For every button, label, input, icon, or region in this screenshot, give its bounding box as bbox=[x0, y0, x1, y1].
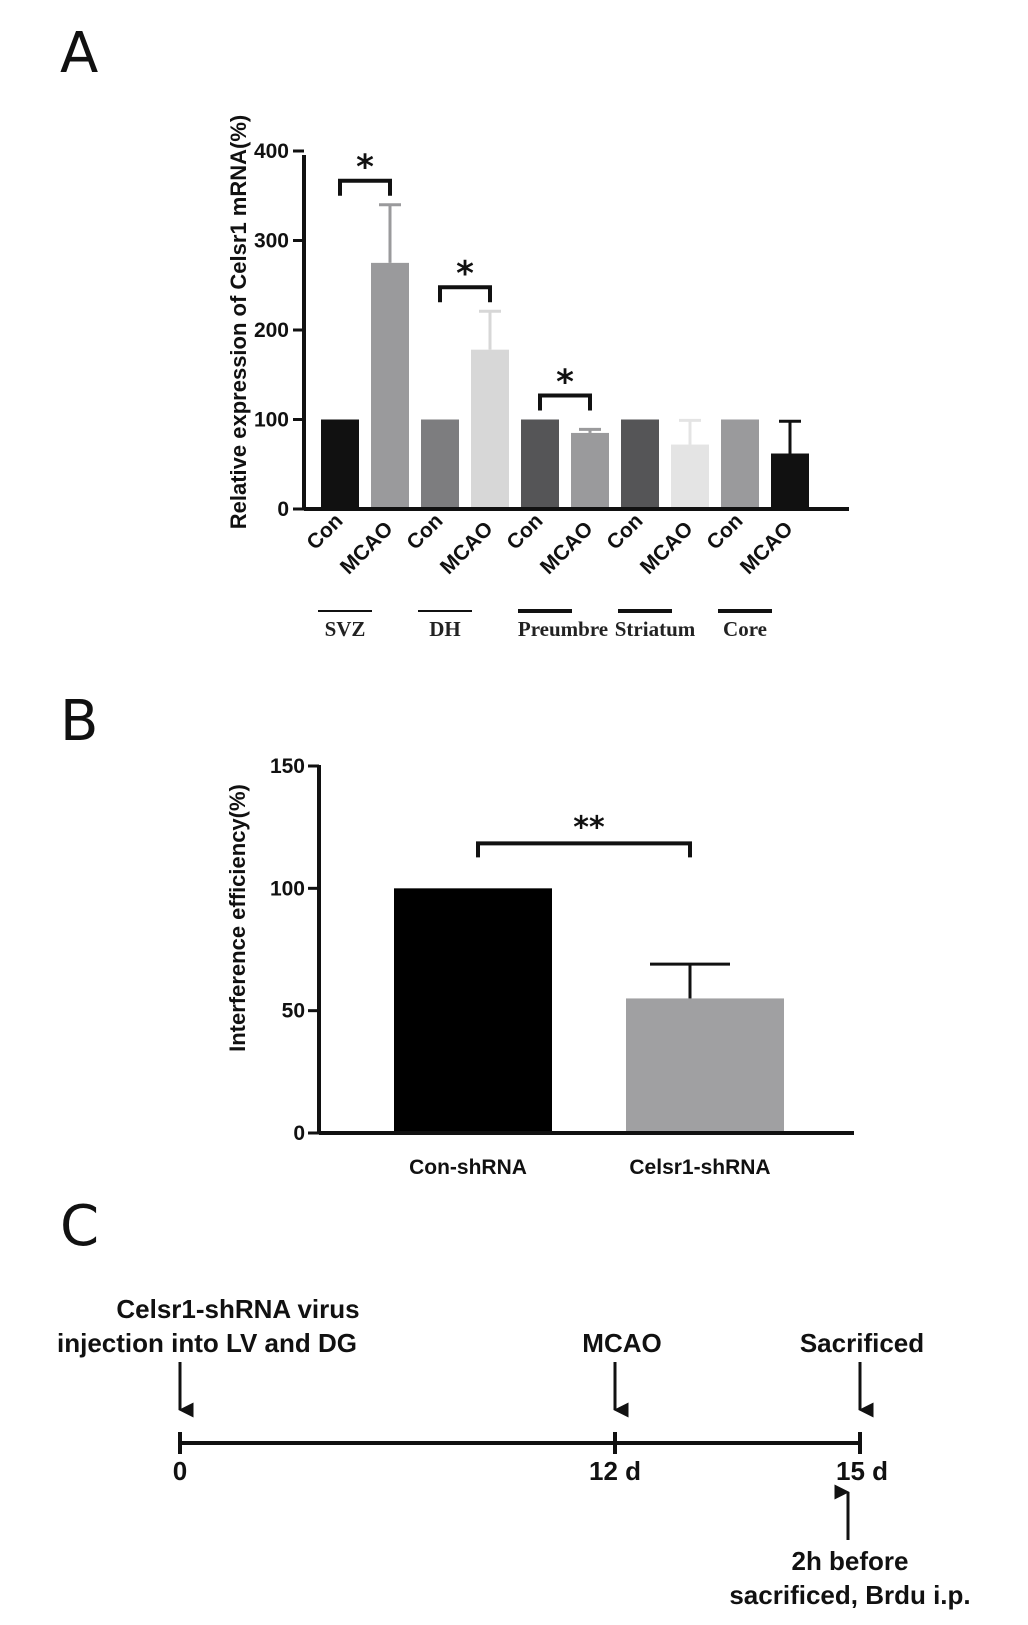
bar bbox=[371, 262, 409, 509]
chart-a-bars bbox=[321, 262, 809, 509]
significance-bracket bbox=[338, 178, 392, 196]
chart-a-significance: * * * bbox=[338, 148, 592, 411]
y-tick-label: 50 bbox=[282, 1000, 305, 1023]
x-tick-label: Con-shRNA bbox=[409, 1156, 527, 1179]
bar bbox=[321, 419, 359, 509]
chart-b-x-tick-labels: Con-shRNA Celsr1-shRNA bbox=[409, 1156, 771, 1179]
significance-label: * bbox=[356, 148, 374, 188]
x-tick-label: Celsr1-shRNA bbox=[629, 1156, 770, 1179]
y-tick-label: 150 bbox=[270, 755, 305, 778]
timeline-event-brdu-line1: 2h before bbox=[791, 1546, 908, 1576]
bar bbox=[394, 888, 552, 1133]
y-tick-label: 400 bbox=[254, 140, 289, 163]
x-tick-label: Con bbox=[502, 509, 547, 554]
x-tick-label: Con bbox=[302, 509, 347, 554]
chart-b-y-axis-label: Interference efficiency(%) bbox=[225, 784, 250, 1052]
bar bbox=[621, 419, 659, 509]
significance-label: ** bbox=[573, 810, 605, 845]
x-tick-label: Con bbox=[702, 509, 747, 554]
group-label: Preumbre bbox=[518, 617, 608, 641]
panel-a-letter: A bbox=[60, 21, 98, 86]
significance-label: * bbox=[556, 363, 574, 403]
chart-a-y-ticks: 0 100 200 300 400 bbox=[254, 140, 304, 521]
timeline-event-brdu-line2: sacrificed, Brdu i.p. bbox=[729, 1580, 970, 1610]
timeline-event-injection-line2: injection into LV and DG bbox=[57, 1328, 357, 1358]
timeline: Celsr1-shRNA virus injection into LV and… bbox=[57, 1294, 971, 1610]
bar bbox=[521, 419, 559, 509]
significance-label: * bbox=[456, 254, 474, 294]
chart-a-group-labels: SVZ DH Preumbre Striatum Core bbox=[318, 609, 772, 641]
bar bbox=[671, 444, 709, 509]
x-tick-label: Con bbox=[402, 509, 447, 554]
panel-b-letter: B bbox=[60, 689, 98, 754]
significance-bracket bbox=[438, 285, 492, 303]
timeline-event-injection-line1: Celsr1-shRNA virus bbox=[116, 1294, 359, 1324]
group-label: Striatum bbox=[615, 617, 696, 641]
significance-bracket bbox=[476, 841, 692, 858]
group-label: SVZ bbox=[325, 617, 366, 641]
timeline-event-mcao: MCAO bbox=[582, 1328, 661, 1358]
y-tick-label: 200 bbox=[254, 319, 289, 342]
y-tick-label: 0 bbox=[277, 498, 289, 521]
chart-a-y-axis-label: Relative expression of Celsr1 mRNA(%) bbox=[226, 115, 251, 529]
panel-c-letter: C bbox=[60, 1194, 99, 1259]
chart-a-error-bars bbox=[379, 203, 801, 454]
bar bbox=[771, 453, 809, 509]
timeline-tick-label-12d: 12 d bbox=[589, 1456, 641, 1486]
chart-a: Relative expression of Celsr1 mRNA(%) 0 1… bbox=[226, 115, 849, 641]
x-tick-label: Con bbox=[602, 509, 647, 554]
y-tick-label: 100 bbox=[254, 409, 289, 432]
bar bbox=[471, 349, 509, 509]
chart-b-y-ticks: 0 50 100 150 bbox=[270, 755, 319, 1145]
bar bbox=[421, 419, 459, 509]
timeline-tick-label-15d: 15 d bbox=[836, 1456, 888, 1486]
y-tick-label: 300 bbox=[254, 230, 289, 253]
chart-b-bars bbox=[394, 888, 784, 1133]
y-tick-label: 0 bbox=[293, 1122, 305, 1145]
group-label: Core bbox=[723, 617, 767, 641]
bar bbox=[721, 419, 759, 509]
y-tick-label: 100 bbox=[270, 877, 305, 900]
bar bbox=[626, 998, 784, 1133]
chart-b-significance: ** bbox=[476, 810, 692, 858]
group-label: DH bbox=[429, 617, 461, 641]
timeline-event-sacrificed: Sacrificed bbox=[800, 1328, 924, 1358]
significance-bracket bbox=[538, 393, 592, 411]
timeline-tick-label-0: 0 bbox=[173, 1456, 187, 1486]
chart-b-error-bars bbox=[650, 962, 730, 999]
bar bbox=[571, 432, 609, 509]
